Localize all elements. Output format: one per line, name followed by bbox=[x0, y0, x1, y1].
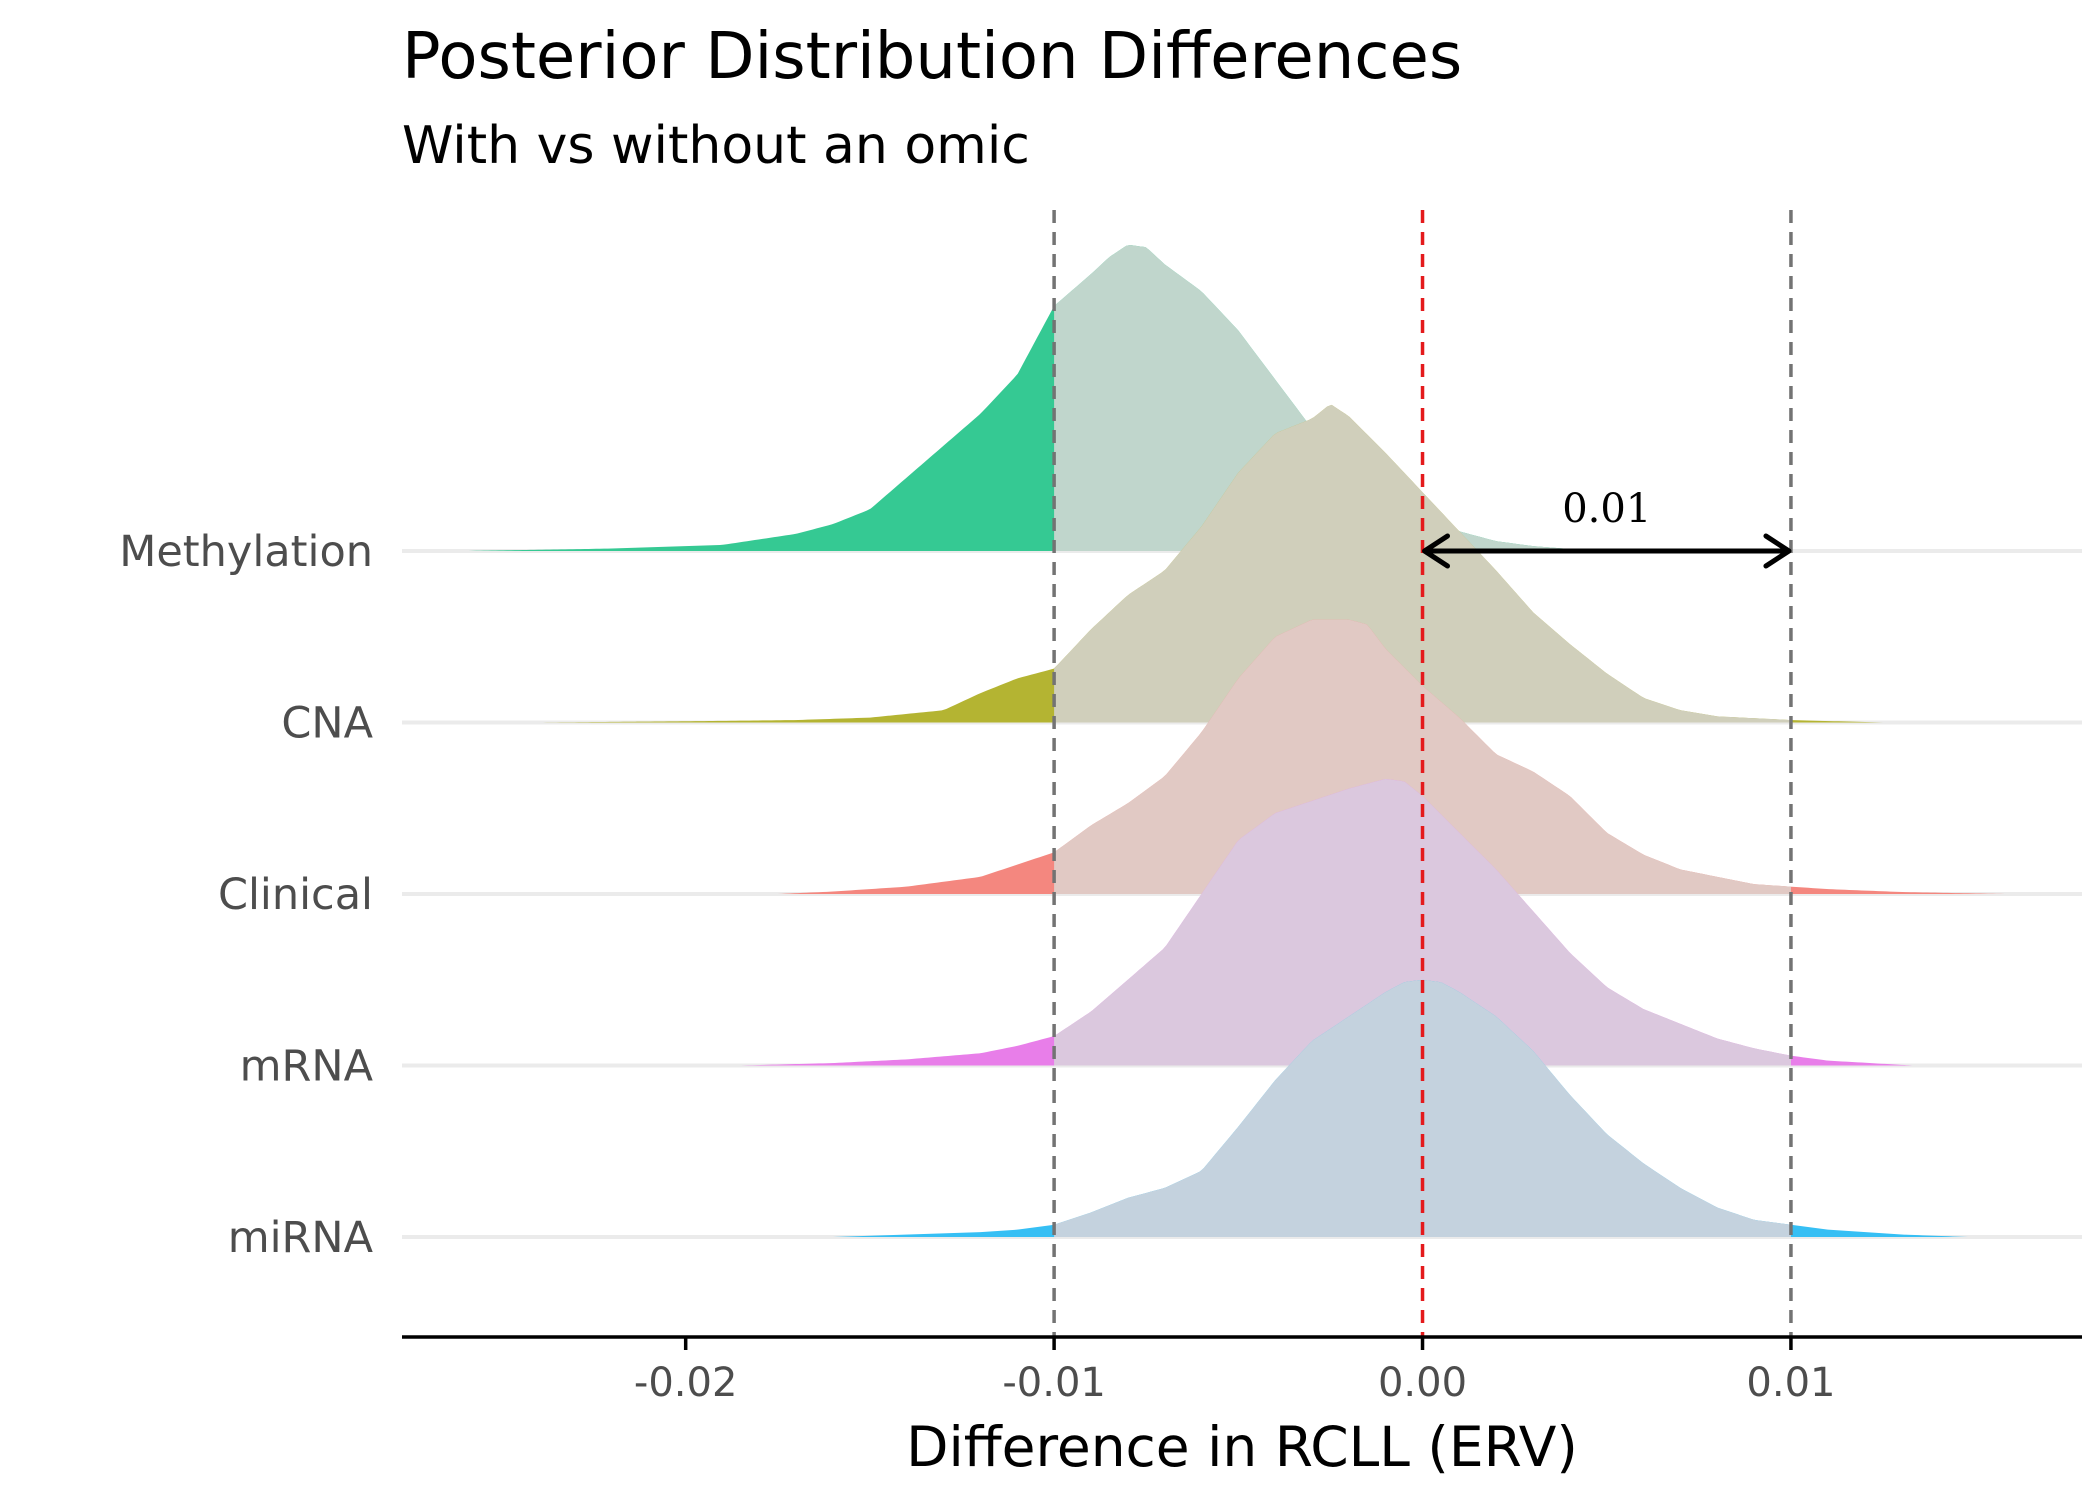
chart-title: Posterior Distribution Differences bbox=[402, 20, 1462, 94]
density-rope-mirna bbox=[1054, 979, 1791, 1237]
x-tick-label: -0.01 bbox=[1002, 1360, 1106, 1406]
density-tail-methylation bbox=[464, 245, 1626, 552]
x-tick-label: -0.02 bbox=[634, 1360, 738, 1406]
ridge-densities bbox=[464, 245, 2005, 1237]
x-tick-label: 0.00 bbox=[1378, 1360, 1467, 1406]
ridge-methylation bbox=[464, 245, 1626, 552]
annotation-label: 0.01 bbox=[1562, 486, 1651, 532]
y-label-methylation: Methylation bbox=[119, 527, 373, 577]
y-label-clinical: Clinical bbox=[218, 870, 373, 920]
y-label-mirna: miRNA bbox=[228, 1213, 374, 1263]
width-annotation: 0.01 bbox=[1422, 486, 1792, 569]
density-rope-methylation bbox=[1054, 245, 1626, 551]
double-arrow bbox=[1422, 533, 1792, 569]
ridge-mirna bbox=[833, 979, 1968, 1237]
y-label-mrna: mRNA bbox=[240, 1042, 374, 1092]
chart-subtitle: With vs without an omic bbox=[402, 116, 1030, 176]
x-axis-ticks: -0.02 -0.01 0.00 0.01 bbox=[634, 1337, 1835, 1406]
ridge-mrna bbox=[740, 778, 1913, 1066]
density-rope-mrna bbox=[1054, 778, 1791, 1066]
ridge-clinical bbox=[777, 619, 2005, 894]
x-axis-label: Difference in RCLL (ERV) bbox=[906, 1415, 1578, 1479]
x-tick-label: 0.01 bbox=[1746, 1360, 1835, 1406]
density-rope-clinical bbox=[1054, 619, 1791, 894]
y-label-cna: CNA bbox=[281, 699, 373, 749]
reference-lines bbox=[1052, 210, 1793, 1337]
y-axis-labels: Methylation CNA Clinical mRNA miRNA bbox=[119, 527, 373, 1263]
